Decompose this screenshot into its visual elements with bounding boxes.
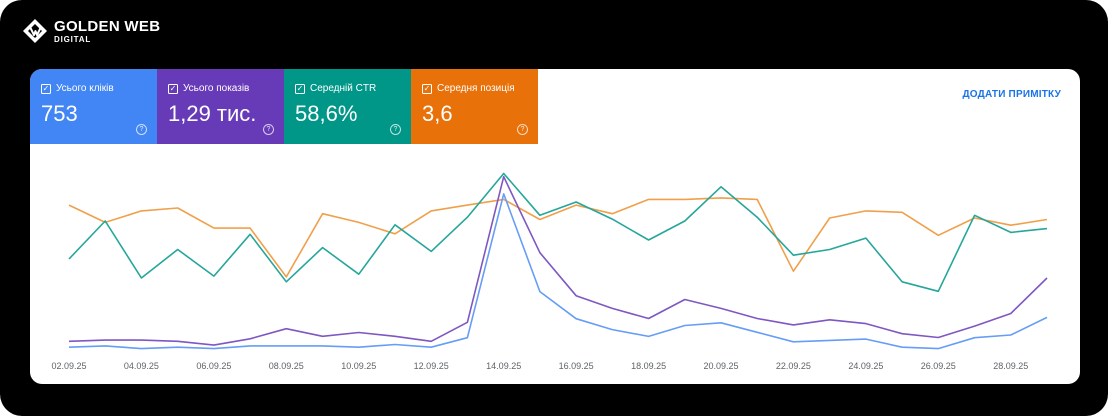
metric-value-clicks: 753 — [41, 101, 78, 126]
checkbox-checked-icon[interactable]: ✓ — [295, 83, 305, 94]
metric-label-position: Середня позиція — [437, 83, 515, 94]
brand-name: GOLDEN WEB — [54, 17, 161, 35]
x-tick-label: 02.09.25 — [51, 361, 86, 371]
metric-value-position: 3,6 — [422, 101, 453, 126]
series-line-3 — [68, 197, 1048, 278]
x-tick-label: 10.09.25 — [341, 361, 376, 371]
x-tick-label: 06.09.25 — [196, 361, 231, 371]
help-icon[interactable]: ? — [390, 124, 401, 135]
performance-line-chart: 02.09.25 04.09.25 06.09.25 08.09.25 10.09.25… — [51, 172, 1048, 371]
x-tick-label: 18.09.25 — [631, 361, 666, 371]
x-tick-label: 22.09.25 — [776, 361, 811, 371]
x-tick-label: 20.09.25 — [703, 361, 738, 371]
brand-subtitle: DIGITAL — [54, 34, 92, 44]
checkbox-checked-icon[interactable]: ✓ — [41, 83, 51, 94]
series-line-0 — [68, 193, 1048, 350]
help-icon[interactable]: ? — [263, 124, 274, 135]
help-icon[interactable]: ? — [517, 124, 528, 135]
brand-logo-icon — [23, 19, 47, 43]
metric-tabs: ✓ Усього кліків 753 ? ✓ Усього показів 1… — [30, 69, 538, 144]
checkbox-checked-icon[interactable]: ✓ — [422, 83, 432, 94]
metric-value-impressions: 1,29 тис. — [168, 101, 257, 126]
checkbox-checked-icon[interactable]: ✓ — [168, 83, 178, 94]
metric-card-ctr[interactable]: ✓ Середній CTR 58,6% ? — [284, 69, 411, 144]
x-tick-label: 04.09.25 — [124, 361, 159, 371]
x-tick-label: 16.09.25 — [559, 361, 594, 371]
help-icon[interactable]: ? — [136, 124, 147, 135]
metric-card-position[interactable]: ✓ Середня позиція 3,6 ? — [411, 69, 538, 144]
x-tick-label: 08.09.25 — [269, 361, 304, 371]
metric-card-clicks[interactable]: ✓ Усього кліків 753 ? — [30, 69, 157, 144]
metric-label-impressions: Усього показів — [183, 83, 250, 94]
series-line-1 — [68, 175, 1048, 346]
metric-value-ctr: 58,6% — [295, 101, 358, 126]
metric-label-ctr: Середній CTR — [310, 83, 377, 94]
metric-label-clicks: Усього кліків — [56, 83, 114, 94]
metric-card-impressions[interactable]: ✓ Усього показів 1,29 тис. ? — [157, 69, 284, 144]
series-line-2 — [68, 172, 1048, 293]
x-tick-label: 24.09.25 — [848, 361, 883, 371]
performance-card: ✓ Усього кліків 753 ? ✓ Усього показів 1… — [30, 69, 1080, 384]
x-tick-label: 12.09.25 — [414, 361, 449, 371]
x-tick-label: 28.09.25 — [993, 361, 1028, 371]
add-note-button[interactable]: ДОДАТИ ПРИМІТКУ — [962, 89, 1061, 100]
brand-logo: GOLDEN WEB DIGITAL — [22, 18, 160, 44]
x-tick-label: 26.09.25 — [921, 361, 956, 371]
x-tick-label: 14.09.25 — [486, 361, 521, 371]
